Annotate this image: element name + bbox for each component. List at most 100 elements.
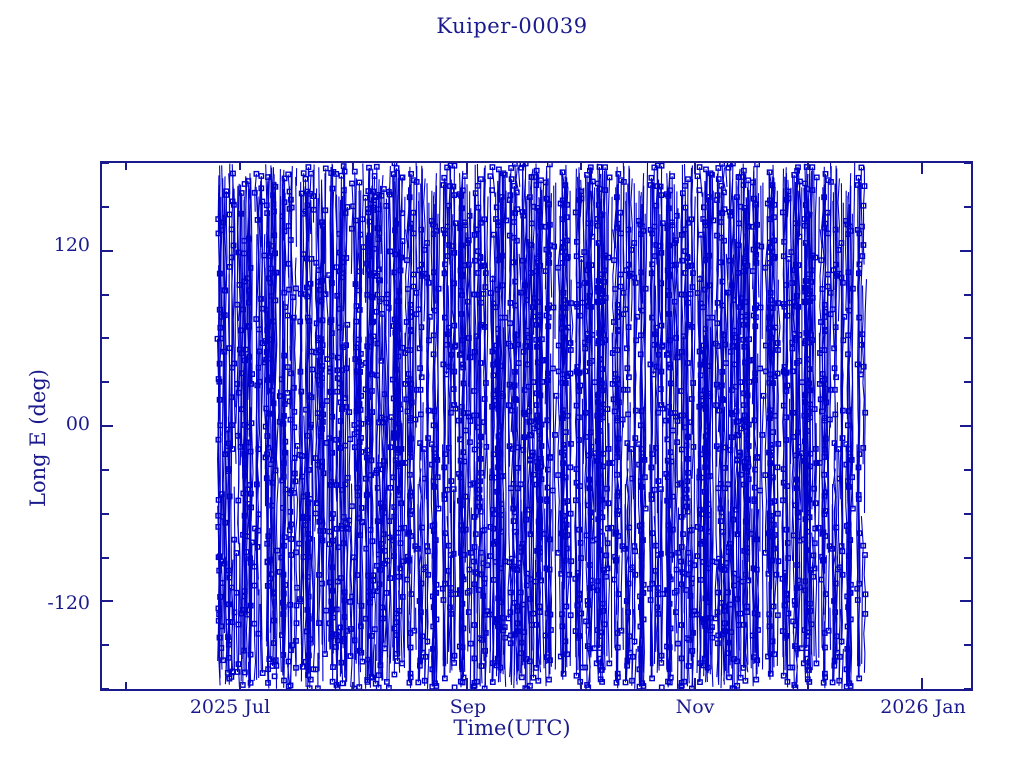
data-marker	[789, 345, 796, 352]
data-marker	[336, 249, 343, 256]
data-marker	[566, 571, 573, 578]
data-marker	[531, 295, 538, 302]
data-marker	[707, 615, 713, 621]
data-trace	[565, 186, 569, 401]
data-marker	[771, 201, 778, 208]
data-marker	[490, 391, 497, 398]
data-trace	[837, 178, 840, 322]
data-trace	[483, 583, 487, 689]
data-marker	[238, 406, 245, 413]
data-trace	[275, 389, 280, 689]
data-marker	[809, 164, 816, 171]
data-marker	[667, 187, 673, 194]
data-marker	[337, 418, 344, 424]
data-marker	[753, 566, 760, 573]
data-marker	[431, 408, 438, 414]
data-trace	[424, 609, 427, 681]
data-marker	[830, 267, 837, 274]
y-axis-tick	[964, 337, 971, 340]
data-marker	[647, 585, 653, 592]
data-trace	[591, 305, 595, 541]
data-marker	[802, 392, 809, 399]
data-marker	[684, 508, 691, 515]
data-marker	[439, 585, 446, 592]
data-marker	[452, 220, 459, 227]
data-marker	[754, 536, 760, 543]
data-marker	[701, 488, 708, 495]
data-marker	[714, 640, 721, 647]
data-marker	[265, 666, 271, 673]
data-marker	[718, 182, 725, 189]
data-trace	[426, 648, 430, 689]
data-marker	[727, 212, 734, 219]
data-marker	[524, 686, 530, 689]
data-marker	[493, 342, 500, 349]
data-trace	[761, 182, 764, 339]
data-marker	[317, 517, 324, 524]
data-trace	[739, 170, 743, 335]
data-marker	[259, 198, 266, 205]
data-marker	[234, 381, 241, 387]
data-marker	[362, 194, 369, 201]
data-marker	[495, 433, 502, 440]
data-marker	[752, 377, 758, 383]
data-trace	[256, 351, 261, 580]
data-marker	[369, 319, 375, 326]
data-marker	[350, 554, 357, 561]
data-trace	[552, 185, 555, 552]
data-marker	[425, 407, 432, 414]
data-marker	[486, 611, 493, 618]
data-marker	[559, 379, 566, 386]
data-marker	[855, 226, 861, 233]
data-marker	[233, 550, 240, 556]
data-marker	[577, 540, 584, 546]
data-marker	[387, 575, 394, 581]
data-marker	[263, 306, 270, 313]
data-marker	[744, 392, 751, 399]
data-marker	[667, 576, 674, 583]
data-marker	[652, 253, 659, 260]
data-marker	[694, 173, 701, 180]
data-marker	[418, 226, 425, 233]
data-trace	[541, 184, 545, 227]
data-marker	[241, 647, 247, 654]
data-marker	[401, 524, 408, 531]
data-marker	[505, 615, 512, 622]
data-trace	[257, 589, 260, 679]
data-marker	[481, 580, 488, 587]
data-marker	[587, 164, 594, 171]
data-marker	[836, 475, 843, 482]
data-marker	[822, 670, 828, 677]
data-marker	[306, 685, 313, 689]
data-marker	[596, 186, 603, 192]
data-marker	[418, 609, 424, 616]
data-marker	[368, 293, 375, 300]
data-trace	[835, 402, 839, 653]
data-marker	[714, 609, 721, 616]
data-marker	[744, 497, 751, 503]
data-marker	[835, 246, 842, 253]
data-trace	[515, 208, 519, 432]
data-marker	[381, 560, 388, 567]
data-marker	[694, 290, 701, 296]
data-marker	[270, 400, 277, 407]
data-marker	[322, 207, 329, 214]
data-marker	[247, 482, 253, 488]
data-marker	[547, 163, 553, 168]
data-marker	[536, 207, 542, 214]
data-marker	[779, 575, 786, 582]
data-marker	[664, 497, 671, 504]
data-trace	[340, 190, 344, 407]
data-marker	[440, 597, 447, 603]
x-axis-tick	[807, 682, 810, 689]
data-marker	[717, 518, 724, 524]
data-marker	[408, 533, 414, 539]
data-marker	[356, 268, 363, 275]
data-marker	[605, 254, 612, 261]
data-marker	[317, 433, 324, 440]
data-marker	[218, 645, 225, 651]
data-marker	[696, 187, 703, 194]
data-marker	[506, 443, 513, 450]
data-marker	[707, 393, 714, 400]
data-marker	[860, 445, 867, 451]
